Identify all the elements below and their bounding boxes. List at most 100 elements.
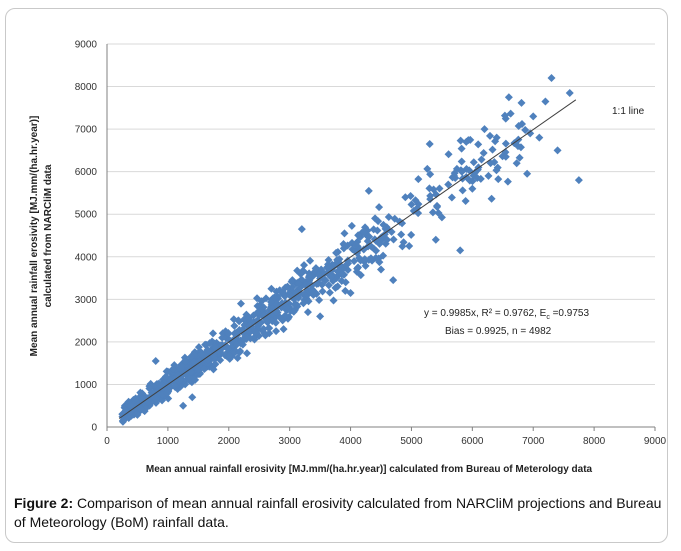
data-point — [492, 133, 501, 142]
data-point — [294, 279, 303, 288]
axes — [106, 44, 656, 431]
data-point — [188, 393, 197, 402]
data-point — [374, 217, 383, 226]
data-point — [485, 131, 494, 140]
data-point — [354, 263, 363, 272]
y-tick-1000: 1000 — [75, 380, 98, 391]
data-point — [433, 202, 442, 211]
data-point — [318, 287, 327, 296]
data-point — [254, 316, 263, 325]
figure-caption: Figure 2: Comparison of mean annual rain… — [14, 494, 664, 532]
data-point — [456, 136, 465, 145]
y-axis-label-line2: calculated from NARCliM data — [43, 164, 54, 307]
y-tick-0: 0 — [91, 423, 97, 434]
x-tick-9000: 9000 — [644, 436, 667, 447]
data-points — [118, 74, 583, 426]
data-point — [405, 242, 414, 251]
data-point — [375, 203, 384, 212]
y-tick-5000: 5000 — [75, 210, 98, 221]
data-point — [479, 148, 488, 157]
data-point — [574, 176, 583, 185]
data-point — [506, 109, 515, 118]
data-point — [435, 184, 444, 193]
data-point — [244, 326, 253, 335]
data-point — [187, 352, 196, 361]
data-point — [230, 321, 239, 330]
data-point — [462, 137, 471, 146]
data-point — [401, 193, 410, 202]
x-tick-0: 0 — [104, 436, 110, 447]
data-point — [287, 292, 296, 301]
data-point — [271, 318, 280, 327]
data-point — [515, 153, 524, 162]
x-tick-4000: 4000 — [339, 436, 362, 447]
data-point — [501, 152, 510, 161]
data-point — [457, 157, 466, 166]
data-point — [225, 335, 234, 344]
x-tick-5000: 5000 — [400, 436, 423, 447]
data-point — [465, 176, 474, 185]
data-point — [308, 287, 317, 296]
data-point — [303, 308, 312, 317]
equation-subscript: c — [546, 314, 550, 321]
data-point — [257, 297, 266, 306]
data-point — [526, 129, 535, 138]
x-tick-labels: 0 1000 2000 3000 4000 5000 6000 7000 8000 9000 — [104, 436, 666, 447]
data-point — [484, 171, 493, 180]
data-point — [287, 277, 296, 286]
data-point — [398, 242, 407, 251]
data-point — [372, 246, 381, 255]
fit-line-label: 1:1 line — [612, 106, 645, 117]
data-point — [225, 351, 234, 360]
y-tick-labels: 0 1000 2000 3000 4000 5000 6000 7000 8000 9000 — [75, 40, 98, 434]
data-point — [235, 348, 244, 357]
y-tick-2000: 2000 — [75, 337, 98, 348]
data-point — [292, 288, 301, 297]
data-point — [138, 395, 147, 404]
data-point — [341, 278, 350, 287]
data-point — [300, 261, 309, 270]
equation-tail: =0.9753 — [550, 308, 590, 319]
x-tick-1000: 1000 — [157, 436, 180, 447]
data-point — [181, 357, 190, 366]
data-point — [205, 339, 214, 348]
data-point — [267, 284, 276, 293]
x-tick-2000: 2000 — [218, 436, 241, 447]
data-point — [209, 351, 218, 360]
data-point — [541, 97, 550, 106]
gridlines — [107, 43, 655, 385]
data-point — [361, 261, 370, 270]
x-tick-6000: 6000 — [461, 436, 484, 447]
data-point — [254, 331, 263, 340]
data-point — [492, 166, 501, 175]
data-point — [151, 395, 160, 404]
data-point — [374, 254, 383, 263]
data-point — [425, 140, 434, 149]
x-axis-label: Mean annual rainfall erosivity [MJ.mm/(h… — [146, 464, 593, 475]
data-point — [124, 413, 133, 422]
data-point — [457, 167, 466, 176]
data-point — [169, 364, 178, 373]
data-point — [359, 245, 368, 254]
data-point — [304, 297, 313, 306]
data-point — [176, 364, 185, 373]
data-point — [252, 328, 261, 337]
data-point — [265, 324, 274, 333]
data-point — [389, 235, 398, 244]
data-point — [383, 225, 392, 234]
x-tick-7000: 7000 — [522, 436, 545, 447]
data-point — [216, 356, 225, 365]
data-point — [290, 300, 299, 309]
data-point — [163, 389, 172, 398]
data-point — [547, 74, 556, 83]
data-point — [260, 311, 269, 320]
data-point — [326, 272, 335, 281]
data-point — [170, 381, 179, 390]
data-point — [262, 316, 271, 325]
data-point — [425, 184, 434, 193]
data-point — [131, 394, 140, 403]
data-point — [565, 88, 574, 97]
data-point — [523, 169, 532, 178]
caption-text: Comparison of mean annual rainfall erosi… — [14, 495, 662, 530]
data-point — [163, 367, 172, 376]
